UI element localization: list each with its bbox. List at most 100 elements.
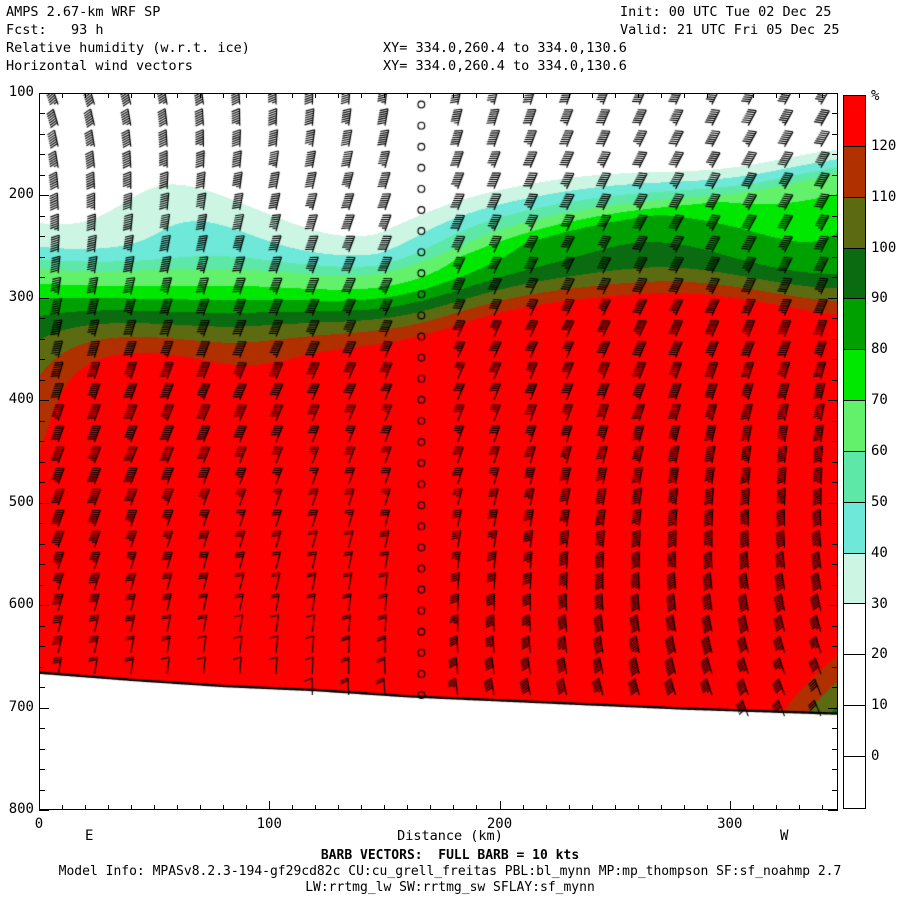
y-tick-minor-right [832,379,838,381]
colorbar-tick-label: 40 [871,544,888,561]
x-tick-minor [568,805,570,810]
y-tick-minor [39,523,45,525]
y-tick-minor-right [832,523,838,525]
x-tick-minor [545,805,547,810]
x-tick-minor [315,805,317,810]
x-tick-minor [453,805,455,810]
x-tick-minor-top [338,93,340,98]
x-tick-minor-top [614,93,616,98]
x-tick-minor-top [361,93,363,98]
y-tick-minor [39,666,45,668]
x-axis-label: 0 [34,816,44,832]
y-tick-major-right [828,810,838,811]
y-tick-minor-right [832,482,838,484]
colorbar-segment [844,655,865,707]
colorbar-tick-label: 70 [871,392,888,409]
field-name: Relative humidity (w.r.t. ice) [6,40,250,56]
x-tick-minor-top [752,93,754,98]
x-tick-major [269,801,271,810]
y-tick-minor-right [832,441,838,443]
x-axis-label: 200 [486,816,513,832]
y-tick-major-right [828,502,838,504]
x-tick-minor-top [476,93,478,98]
y-tick-minor [39,133,45,135]
x-tick-minor-top [62,93,64,98]
colorbar-segment [844,401,865,452]
x-tick-minor-top [315,93,317,98]
y-axis-label: 200 [8,186,34,203]
colorbar-segment [844,756,865,808]
x-tick-major [499,801,501,810]
y-axis-label: 700 [8,698,34,715]
x-tick-minor [752,805,754,810]
y-tick-major [39,297,49,299]
x-tick-minor-top [430,93,432,98]
y-tick-minor-right [832,215,838,217]
y-tick-major [39,707,49,709]
x-tick-minor [62,805,64,810]
x-tick-minor [798,805,800,810]
colorbar[interactable] [843,95,866,809]
x-tick-minor [200,805,202,810]
y-tick-minor-right [832,277,838,279]
y-tick-minor [39,728,45,730]
x-tick-minor-top [683,93,685,98]
x-tick-minor [177,805,179,810]
y-tick-major-right [828,195,838,197]
colorbar-unit-label: % [871,88,880,104]
y-tick-minor-right [832,687,838,689]
y-axis-label: 300 [8,288,34,305]
west-label: W [780,828,789,844]
cross-section-coords-wind: XY= 334.0,260.4 to 334.0,130.6 [383,58,627,74]
x-tick-minor-top [591,93,593,98]
y-tick-minor [39,748,45,750]
y-tick-minor [39,154,45,156]
x-tick-major [729,801,731,810]
colorbar-tick-label: 80 [871,341,888,358]
x-tick-minor [476,805,478,810]
y-tick-minor [39,318,45,320]
y-tick-minor [39,338,45,340]
x-tick-minor-top [200,93,202,98]
x-tick-minor [706,805,708,810]
y-tick-minor [39,420,45,422]
colorbar-segment [844,299,865,351]
colorbar-tick-label: 110 [871,188,897,205]
cross-section-plot[interactable] [39,93,838,810]
x-tick-minor-top [775,93,777,98]
x-tick-minor [637,805,639,810]
x-tick-minor [591,805,593,810]
x-tick-minor [660,805,662,810]
y-tick-minor [39,215,45,217]
x-tick-minor [407,805,409,810]
y-tick-minor-right [832,769,838,771]
y-tick-minor [39,789,45,791]
y-tick-major [39,195,49,197]
y-tick-major-right [828,707,838,709]
y-tick-major-right [828,400,838,402]
y-tick-major [39,810,49,811]
x-tick-minor [430,805,432,810]
x-tick-minor [338,805,340,810]
y-tick-minor-right [832,789,838,791]
y-tick-minor [39,113,45,115]
x-tick-minor-top [131,93,133,98]
x-axis-label: 100 [256,816,282,832]
x-tick-minor-top [108,93,110,98]
x-tick-minor-top [637,93,639,98]
y-tick-minor [39,236,45,238]
x-axis-title: Distance (km) [397,828,503,844]
colorbar-tick-label: 100 [871,239,897,256]
y-tick-minor [39,256,45,258]
y-tick-minor-right [832,543,838,545]
colorbar-segment [844,96,865,147]
model-info-line-2: LW:rrtmg_lw SW:rrtmg_sw SFLAY:sf_mynn [305,880,595,895]
y-tick-major [39,93,49,94]
y-tick-minor-right [832,420,838,422]
y-axis-label: 600 [8,596,34,613]
y-tick-minor [39,646,45,648]
x-tick-minor-top [154,93,156,98]
y-tick-minor-right [832,113,838,115]
colorbar-tick-label: 120 [871,137,897,154]
forecast-hour: Fcst: 93 h [6,22,104,38]
